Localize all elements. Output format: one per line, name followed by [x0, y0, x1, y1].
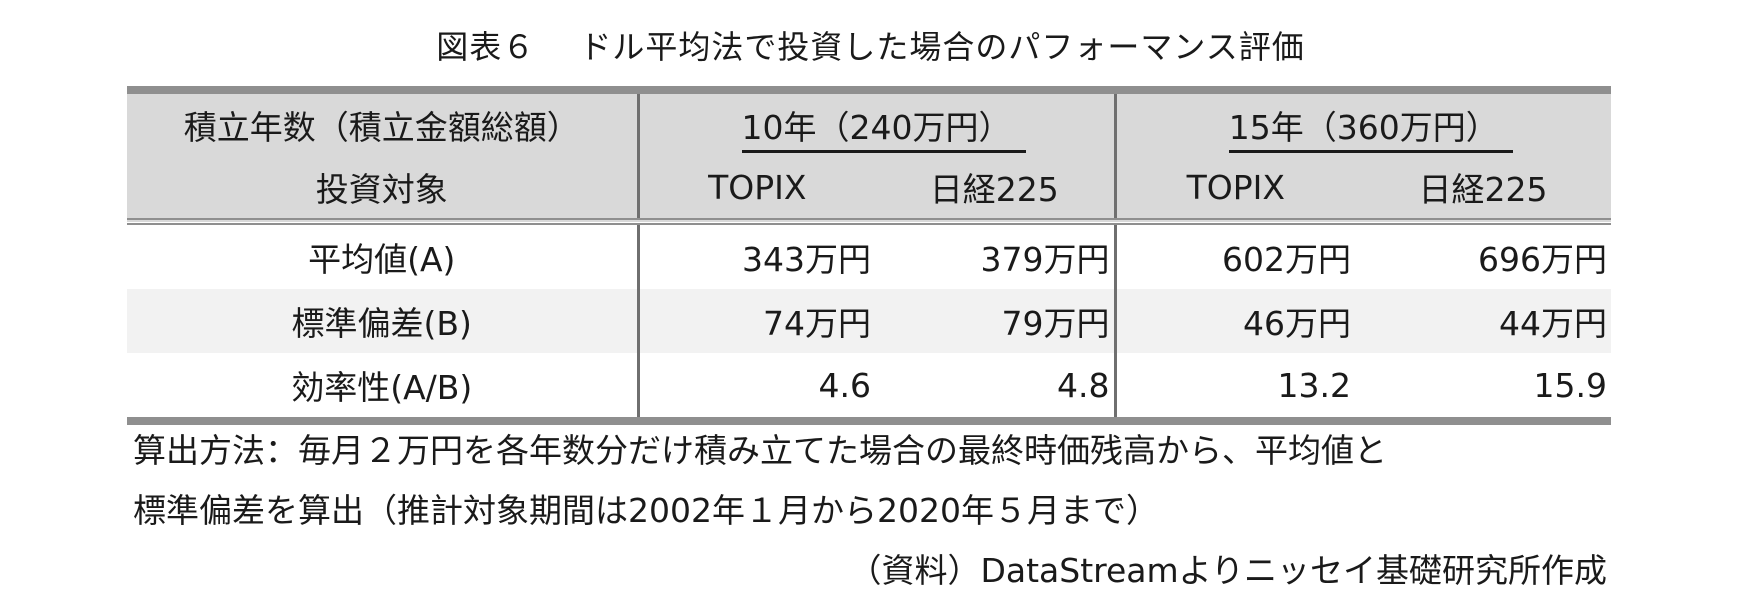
- row-label: 効率性(A/B): [127, 353, 640, 421]
- group-underline: [1228, 150, 1513, 153]
- header-row-years: 積立年数（積立金額総額） 10年（240万円） 15年（360万円）: [127, 90, 1612, 156]
- row-label: 標準偏差(B): [127, 289, 640, 353]
- table-cell: 343万円: [742, 240, 871, 279]
- header-label-years: 積立年数（積立金額総額）: [127, 90, 640, 156]
- table-cell: 79万円: [875, 289, 1117, 353]
- group-header-10y: 10年（240万円）: [638, 90, 1117, 156]
- column-header: TOPIX: [638, 156, 875, 225]
- table-row: 平均値(A) 343万円 379万円 602万円 696万円: [127, 221, 1611, 289]
- table-cell: 602万円: [1222, 240, 1352, 279]
- method-note-line-1: 算出方法：毎月２万円を各年数分だけ積み立てた場合の最終時価残高から、平均値と: [133, 431, 1387, 470]
- group-label-15y: 15年（360万円）: [1228, 108, 1499, 147]
- group-underline: [741, 150, 1026, 153]
- figure-title: 図表６ ドル平均法で投資した場合のパフォーマンス評価: [436, 28, 1305, 66]
- group-label-10y: 10年（240万円）: [741, 108, 1012, 147]
- source-note: （資料）DataStreamよりニッセイ基礎研究所作成: [848, 551, 1607, 590]
- performance-table: 積立年数（積立金額総額） 10年（240万円） 15年（360万円） 投資対象 …: [127, 86, 1612, 425]
- table-cell: 46万円: [1115, 289, 1356, 353]
- column-header: TOPIX: [1115, 156, 1356, 225]
- table-cell: 4.6: [818, 365, 871, 405]
- table-cell: 44万円: [1355, 289, 1612, 353]
- method-note-line-2: 標準偏差を算出（推計対象期間は2002年１月から2020年５月まで）: [133, 491, 1159, 530]
- table-cell: 15.9: [1533, 365, 1608, 405]
- column-header: 日経225: [1355, 156, 1612, 225]
- table-cell: 13.2: [1277, 365, 1352, 405]
- column-header: 日経225: [875, 156, 1117, 225]
- table-cell: 4.8: [875, 353, 1117, 421]
- table-row: 標準偏差(B) 74万円 79万円 46万円 44万円: [127, 289, 1612, 353]
- header-label-target: 投資対象: [127, 156, 640, 225]
- group-header-15y: 15年（360万円）: [1115, 90, 1612, 156]
- row-label: 平均値(A): [127, 221, 640, 289]
- header-row-targets: 投資対象 TOPIX 日経225 TOPIX 日経225: [127, 156, 1612, 225]
- table-row: 効率性(A/B) 4.6 4.8 13.2 15.9: [127, 353, 1611, 421]
- table-cell: 379万円: [875, 221, 1117, 289]
- table-cell: 74万円: [638, 289, 875, 353]
- table-cell: 696万円: [1478, 240, 1608, 279]
